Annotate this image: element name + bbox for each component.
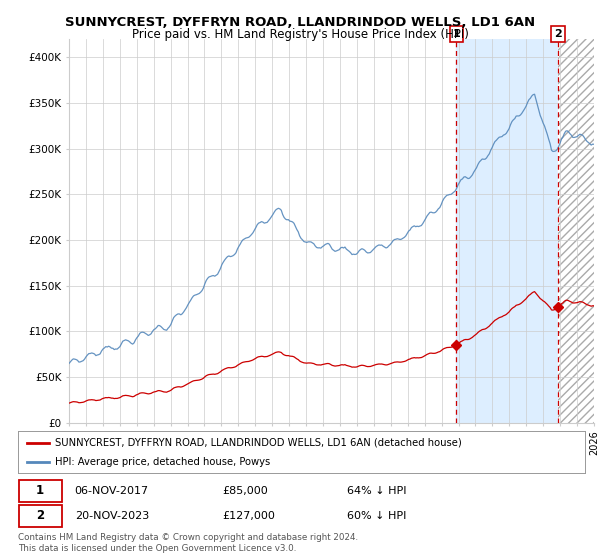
Text: £127,000: £127,000	[222, 511, 275, 521]
Text: £85,000: £85,000	[222, 486, 268, 496]
Text: 20-NOV-2023: 20-NOV-2023	[75, 511, 149, 521]
FancyBboxPatch shape	[19, 480, 62, 502]
Text: 2: 2	[36, 509, 44, 522]
Bar	[558, 39, 594, 423]
Text: 1: 1	[36, 484, 44, 497]
Text: 60% ↓ HPI: 60% ↓ HPI	[347, 511, 406, 521]
Text: Contains HM Land Registry data © Crown copyright and database right 2024.
This d: Contains HM Land Registry data © Crown c…	[18, 533, 358, 553]
Text: 2: 2	[554, 29, 562, 39]
Text: 1: 1	[452, 29, 460, 39]
Text: 64% ↓ HPI: 64% ↓ HPI	[347, 486, 406, 496]
Text: Price paid vs. HM Land Registry's House Price Index (HPI): Price paid vs. HM Land Registry's House …	[131, 28, 469, 41]
Text: SUNNYCREST, DYFFRYN ROAD, LLANDRINDOD WELLS, LD1 6AN: SUNNYCREST, DYFFRYN ROAD, LLANDRINDOD WE…	[65, 16, 535, 29]
Text: SUNNYCREST, DYFFRYN ROAD, LLANDRINDOD WELLS, LD1 6AN (detached house): SUNNYCREST, DYFFRYN ROAD, LLANDRINDOD WE…	[55, 437, 461, 447]
FancyBboxPatch shape	[19, 505, 62, 526]
Bar	[558, 39, 594, 423]
Bar	[457, 39, 558, 423]
Text: HPI: Average price, detached house, Powys: HPI: Average price, detached house, Powy…	[55, 457, 270, 467]
Text: 06-NOV-2017: 06-NOV-2017	[75, 486, 149, 496]
